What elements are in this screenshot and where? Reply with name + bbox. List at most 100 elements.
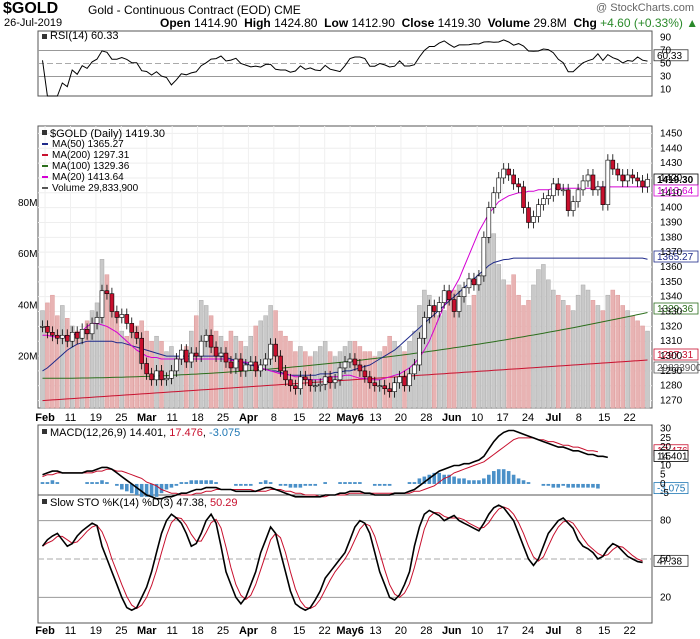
macd-line (42, 429, 608, 500)
copyright: @ StockCharts.com (596, 2, 694, 14)
candle-body-69 (382, 385, 387, 390)
candle-body-70 (387, 388, 392, 392)
x-label-bottom-0: Feb (35, 625, 55, 637)
macd-hist-51 (293, 483, 298, 488)
macd-hist-88 (477, 480, 481, 484)
macd-hist-83 (452, 476, 456, 484)
candle-body-78 (427, 305, 432, 318)
volume-bar-6 (70, 325, 75, 409)
x-label-top-15: 28 (420, 412, 432, 424)
badge-vol (653, 361, 699, 374)
volume-tick-0: 80M (18, 198, 37, 209)
candle-body-27 (174, 358, 179, 372)
candle-body-1 (45, 326, 50, 333)
volume-bar-110 (585, 289, 591, 409)
macd-hist-1 (45, 482, 50, 484)
candle-body-88 (476, 275, 482, 286)
macd-hist-93 (501, 469, 506, 484)
candle-body-115 (610, 159, 616, 170)
price-tick-4: 1410 (660, 188, 683, 199)
macd-hist-109 (581, 483, 585, 488)
volume-bar-88 (476, 274, 482, 409)
volume-bar-34 (208, 315, 214, 409)
candle-body-44 (258, 364, 263, 372)
badge-text-vol: 29833900 (657, 363, 700, 374)
candle-body-72 (397, 376, 402, 384)
exchange-text: CME (274, 3, 301, 17)
volume-bar-33 (203, 305, 209, 409)
macd-hist-40 (239, 483, 243, 486)
volume-bar-105 (560, 300, 566, 409)
candle-body-9 (84, 329, 90, 335)
macd-hist-96 (516, 478, 521, 484)
volume-bar-62 (347, 341, 353, 409)
macd-hist-32 (199, 480, 203, 484)
candle-body-112 (595, 186, 601, 191)
volume-tick-2: 40M (18, 300, 37, 311)
candle-body-97 (521, 186, 526, 208)
macd-hist-0 (40, 482, 45, 484)
volume-bar-102 (546, 279, 551, 409)
rsi-tick-2: 50 (660, 59, 672, 70)
volume-bar-122 (645, 330, 650, 409)
macd-hist-101 (541, 483, 546, 486)
badge-text-ma100: 1329.36 (657, 304, 694, 315)
x-label-top-1: 11 (65, 412, 76, 424)
macd-hist-2 (50, 480, 55, 484)
x-label-top-4: Mar (137, 412, 157, 424)
volume-bar-35 (213, 330, 219, 409)
x-label-top-5: 11 (166, 412, 177, 424)
sto-k-line (41, 504, 643, 612)
candle-body-118 (625, 174, 630, 182)
x-label-bottom-21: 8 (576, 625, 582, 637)
macd-hist-60 (338, 482, 342, 484)
price-tick-7: 1380 (660, 232, 683, 243)
ticker-symbol: $GOLD (3, 0, 59, 17)
macd-hist-107 (571, 483, 575, 488)
volume-bar-11 (94, 302, 100, 409)
macd-hist-13 (105, 482, 109, 484)
volume-bar-87 (471, 294, 477, 409)
price-tick-11: 1340 (660, 292, 683, 303)
rsi-tick-0: 90 (660, 33, 672, 44)
macd-hist-77 (422, 476, 427, 484)
candle-body-91 (491, 192, 497, 208)
volume-bar-91 (491, 233, 497, 409)
volume-bar-111 (590, 300, 596, 409)
legend-item-0: MA(50) 1365.27 (52, 139, 124, 150)
macd-hist-86 (467, 480, 471, 484)
candle-body-80 (436, 302, 442, 312)
volume-bar-97 (521, 305, 526, 409)
candle-body-24 (159, 370, 164, 381)
volume-bar-8 (79, 335, 85, 409)
candle-body-45 (263, 358, 268, 366)
volume-bar-80 (436, 315, 442, 409)
candle-body-59 (332, 379, 338, 384)
x-label-top-9: 8 (271, 412, 277, 424)
volume-tick-3: 20M (18, 352, 37, 363)
volume-bar-10 (89, 310, 95, 409)
volume-bar-112 (595, 305, 601, 409)
candle-body-109 (580, 180, 586, 191)
volume-bar-118 (625, 310, 630, 409)
chg-up-icon: ▲ (686, 16, 699, 30)
candle-body-36 (218, 352, 224, 357)
volume-bar-15 (114, 315, 120, 409)
candle-body-94 (506, 168, 511, 176)
macd-hist-76 (417, 478, 422, 484)
candle-body-105 (560, 189, 566, 192)
macd-hist-11 (95, 482, 99, 484)
price-tick-2: 1430 (660, 158, 683, 169)
low-value: 1412.90 (351, 16, 395, 30)
candle-body-38 (228, 361, 234, 369)
candle-body-65 (362, 370, 368, 378)
x-label-top-3: 25 (115, 412, 127, 424)
candle-body-103 (550, 183, 556, 197)
macd-badge-text-macd: 14.401 (657, 451, 688, 462)
volume-bar-90 (486, 228, 492, 409)
candle-body-51 (293, 385, 298, 390)
volume-bar-41 (243, 346, 249, 409)
ticker-description: Gold - Continuous Contract (EOD) CME (88, 3, 301, 17)
x-label-top-23: 22 (624, 412, 636, 424)
